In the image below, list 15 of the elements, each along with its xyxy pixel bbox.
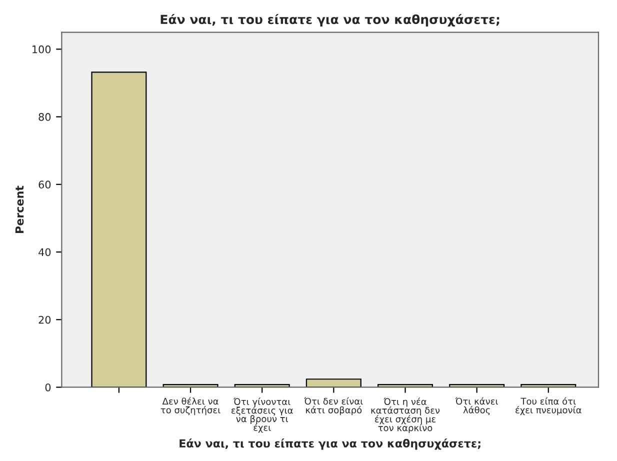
y-tick-label: 100 xyxy=(32,45,51,54)
x-tick-label: Δεν θέλει να το συζητήσει xyxy=(160,397,220,416)
y-tick-label: 40 xyxy=(38,248,51,256)
x-tick-label: Ότι γίνονται εξετάσεις για να βρουν τι έχει xyxy=(232,398,293,433)
x-axis-title: Εάν ναι, τι του είπατε για να τον καθησυχάσετε; xyxy=(180,438,480,450)
y-tick-label: 0 xyxy=(45,383,51,392)
x-tick-label: Ότι η νέα κατάσταση δεν έχει σχέση με τον καρκίνο xyxy=(371,398,440,433)
x-tick-label: Ότι δεν είναι κάτι σοβαρό xyxy=(304,397,363,416)
y-tick-label: 60 xyxy=(38,180,51,189)
y-tick-label: 80 xyxy=(38,113,51,121)
x-tick-label: Του είπα ότι έχει πνευμονία xyxy=(516,397,582,416)
y-axis-title: Percent xyxy=(15,186,24,233)
x-tick-label: Ότι κάνει λάθος xyxy=(455,397,498,416)
y-tick-label: 20 xyxy=(38,316,51,324)
chart-title: Εάν ναι, τι του είπατε για να τον καθησυχάσετε; xyxy=(160,14,500,27)
